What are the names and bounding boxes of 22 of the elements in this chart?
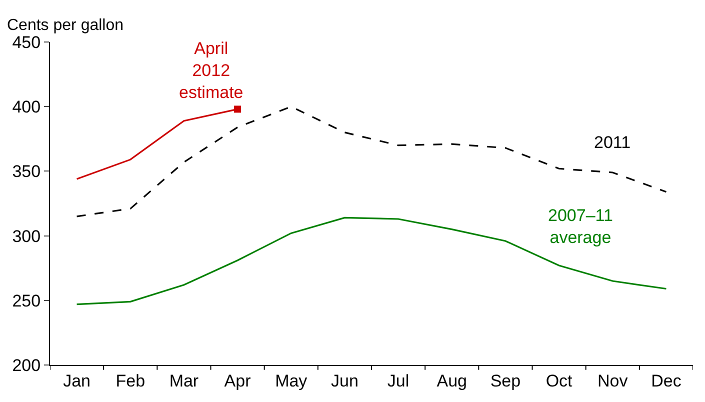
series-label: April 2012 estimate	[179, 39, 244, 102]
x-tick-label: Nov	[598, 371, 628, 390]
y-tick-label: 300	[12, 226, 41, 246]
series-label: 2011	[594, 133, 631, 152]
x-tick-label: Apr	[224, 371, 252, 390]
x-tick-label: Jan	[63, 371, 90, 390]
x-tick-label: Mar	[169, 371, 199, 390]
x-tick-label: Sep	[490, 371, 521, 390]
y-axis-title: Cents per gallon	[7, 17, 124, 34]
y-tick-label: 450	[12, 32, 41, 52]
x-tick-label: May	[275, 371, 308, 390]
x-tick-label: Jul	[387, 371, 410, 390]
series-label: 2007–11 average	[548, 206, 613, 248]
x-tick-label: Feb	[116, 371, 146, 390]
x-tick-label: Oct	[546, 371, 573, 390]
y-tick-label: 350	[12, 162, 41, 182]
x-tick-label: Aug	[436, 371, 468, 390]
y-tick-label: 400	[12, 98, 41, 117]
y-tick-label: 250	[12, 291, 41, 310]
y-tick-label: 200	[12, 356, 41, 375]
x-tick-label: Jun	[331, 371, 358, 390]
x-tick-label: Dec	[651, 371, 682, 390]
